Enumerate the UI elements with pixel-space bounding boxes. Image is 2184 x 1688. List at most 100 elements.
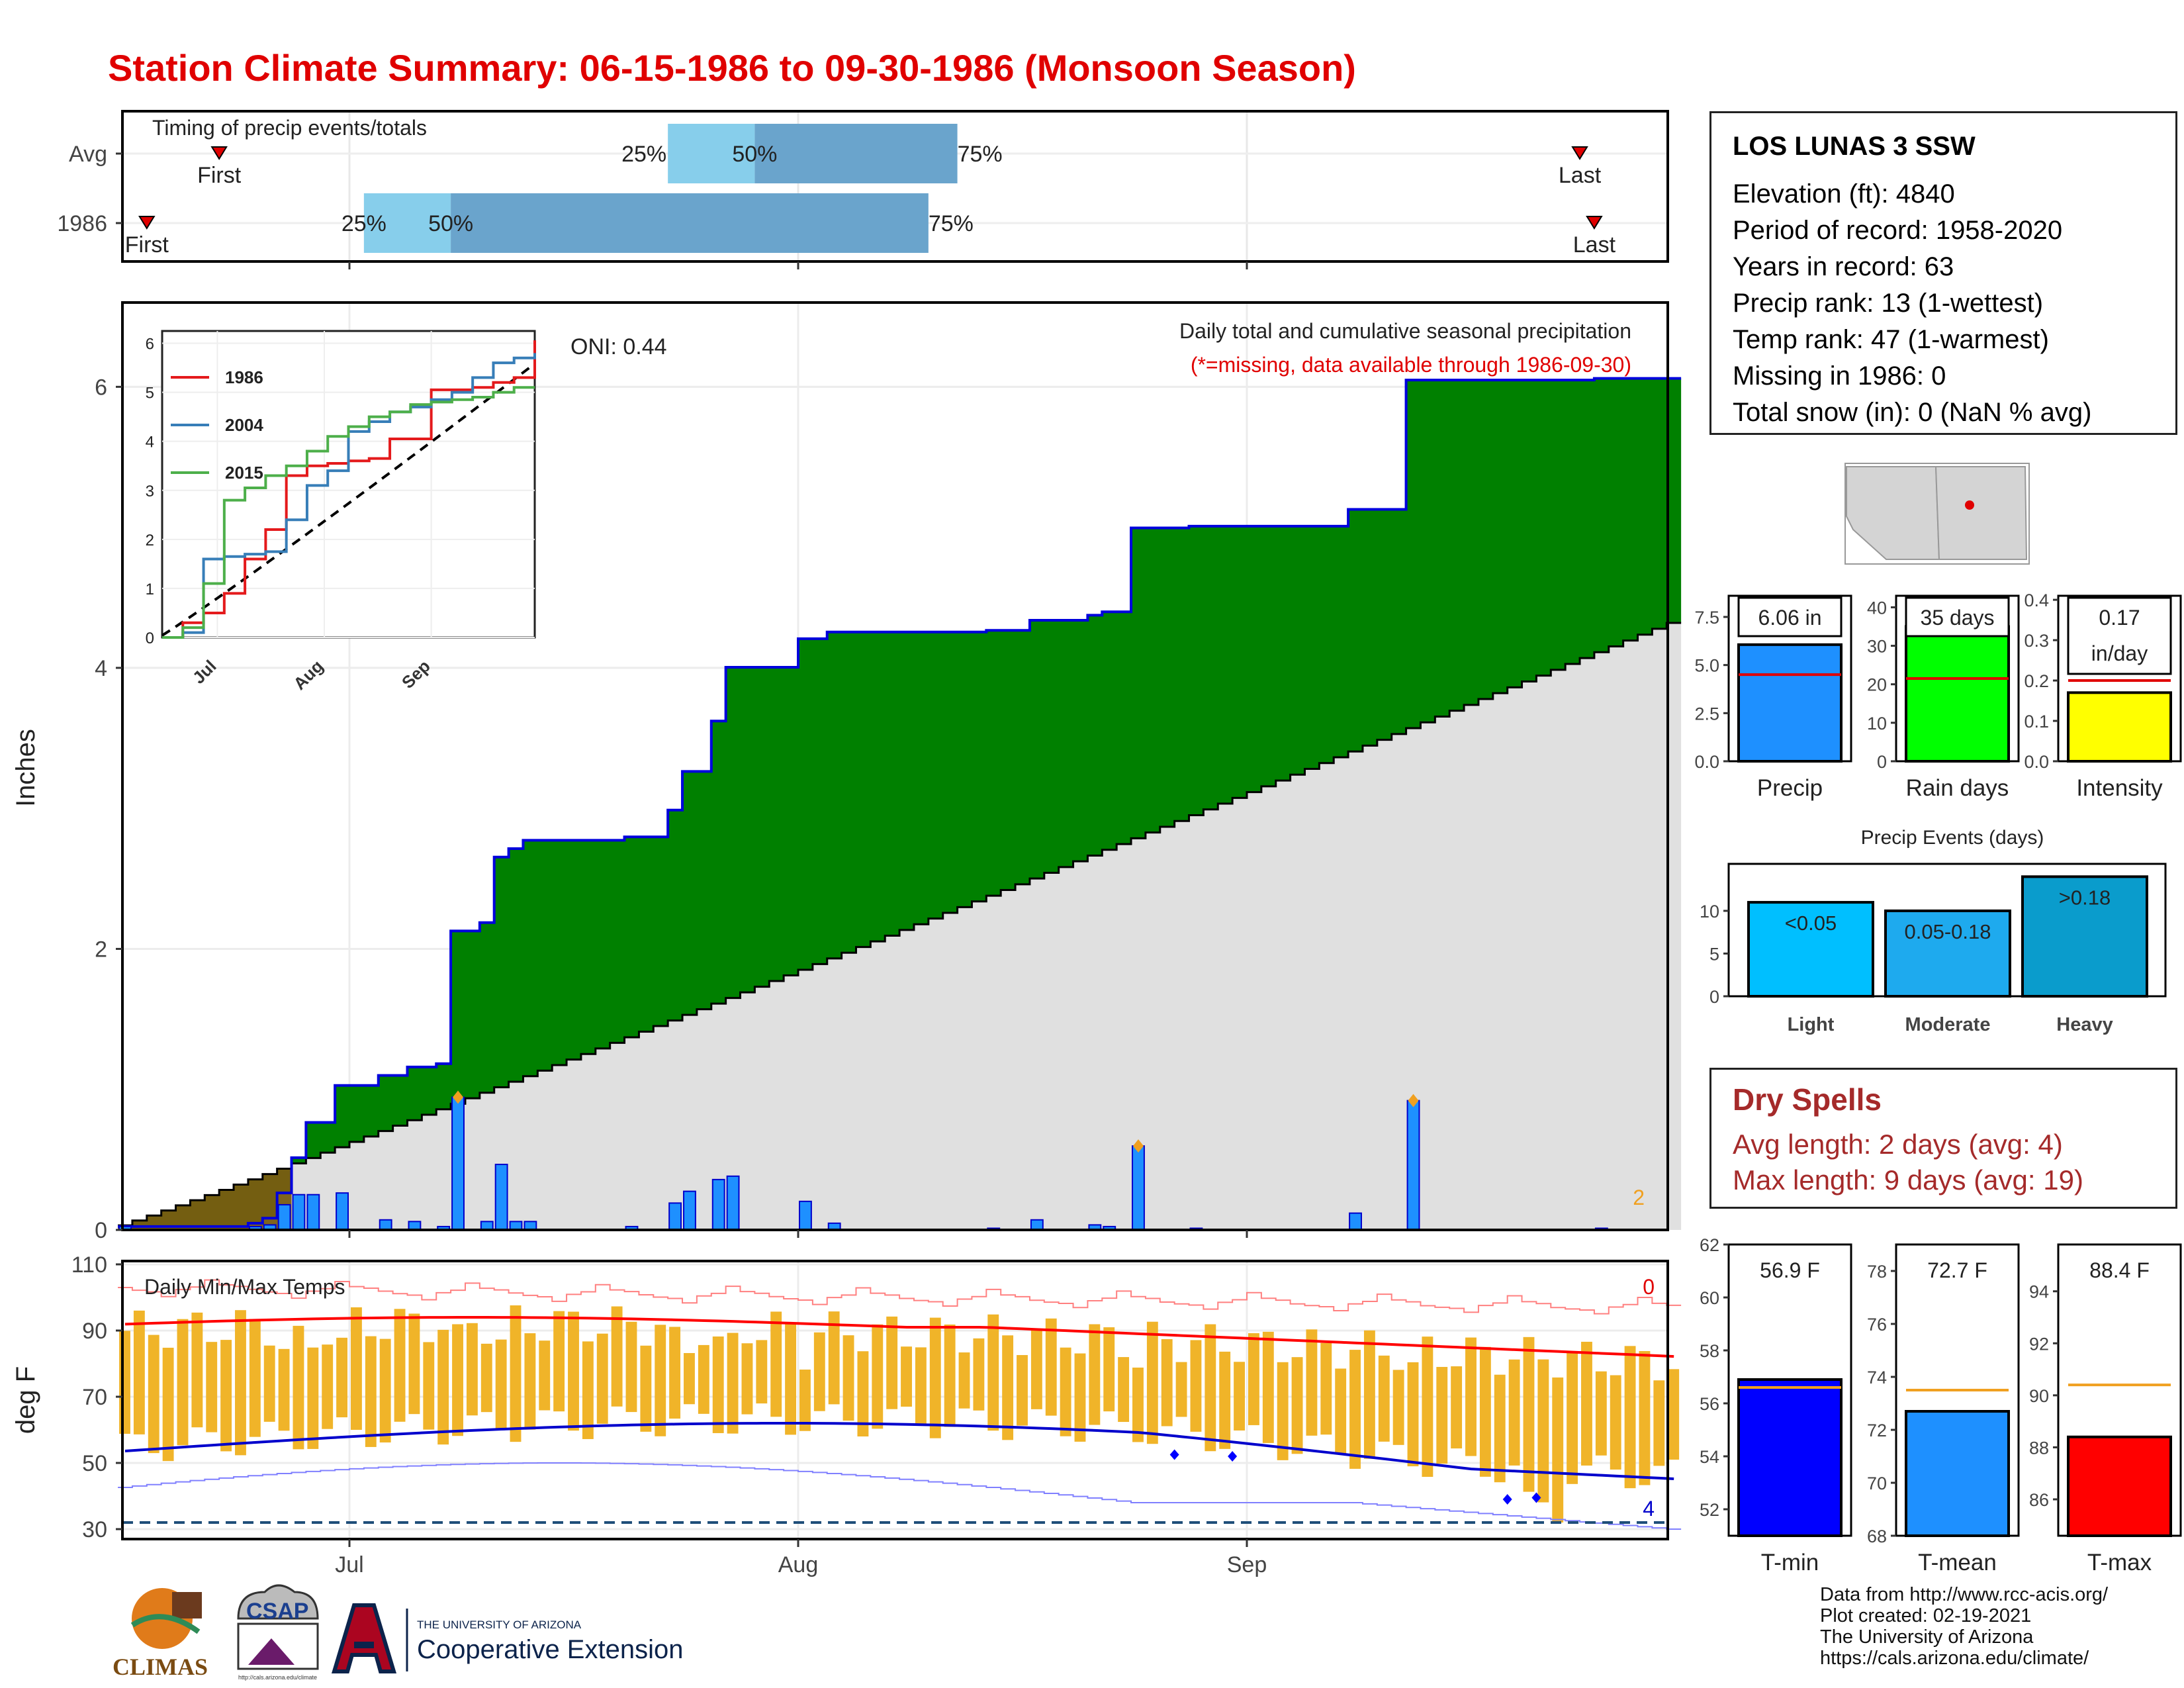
season-intensity-ytick-label-0.1: 0.1 (2024, 712, 2049, 731)
temps-ylabel: deg F (11, 1366, 40, 1434)
temps-xtick-label-Sep: Sep (1227, 1552, 1267, 1577)
temps-daily-bar (249, 1319, 261, 1437)
precip-daily-bar (306, 1194, 320, 1231)
credits: Data from http://www.rcc-acis.org/ Plot … (1820, 1584, 2108, 1669)
season-raindays-ytick-label-20: 20 (1867, 675, 1887, 695)
season-raindays-label-box (1905, 596, 2010, 637)
timing-label-last-1986: Last (1573, 232, 1616, 258)
season-intensity-ytick-label-0: 0.0 (2024, 752, 2049, 772)
temps-daily-bar (1002, 1335, 1014, 1440)
temps-daily-bar (133, 1310, 145, 1434)
events-ytick-label-0: 0 (1709, 987, 1719, 1007)
temps-daily-bar (1089, 1324, 1101, 1425)
temps-daily-bar (857, 1351, 869, 1437)
events-bar-label-light: <0.05 (1785, 912, 1837, 935)
tmax-bar (2067, 1435, 2172, 1538)
temps-daily-bar (1190, 1340, 1202, 1432)
temps-record-low-marker-2 (1502, 1494, 1512, 1505)
temps-daily-bar (1306, 1329, 1318, 1436)
temps-daily-bar (813, 1332, 825, 1411)
temps-daily-bar (1422, 1336, 1433, 1477)
season-raindays-bar (1905, 625, 2010, 763)
temps-daily-bar (684, 1353, 695, 1405)
temps-daily-bar (119, 1331, 130, 1434)
temps-panel-frame (121, 1260, 1669, 1540)
temps-daily-bar (1523, 1336, 1535, 1492)
temps-daily-bar (466, 1323, 478, 1416)
temps-daily-bar (191, 1312, 203, 1428)
temps-daily-bar (944, 1324, 956, 1427)
precip-avg-area (118, 622, 1682, 1230)
timing-marker-first-1986 (138, 216, 156, 230)
precip-daily-bar (799, 1200, 812, 1231)
timing-title: Timing of precip events/totals (152, 116, 427, 140)
temps-daily-bar (1567, 1352, 1578, 1484)
season-precip-ytick-label-0: 0.0 (1694, 752, 1719, 772)
temps-daily-bar (206, 1342, 218, 1432)
precip-missing-count: 2 (1633, 1186, 1645, 1209)
temps-daily-bar (220, 1340, 232, 1452)
precip-daily-bar (668, 1202, 682, 1231)
precip-daily-bar (277, 1203, 291, 1231)
inset-legend-label-2015: 2015 (225, 463, 263, 483)
temps-daily-bar (698, 1344, 709, 1414)
temps-daily-bar (1262, 1331, 1274, 1443)
temps-daily-bar (987, 1314, 999, 1431)
temps-daily-bar (1132, 1367, 1144, 1442)
climas-text: CLIMAS (113, 1654, 208, 1680)
station-precip-rank: Precip rank: 13 (1-wettest) (1733, 289, 2044, 318)
season-intensity-ytick-label-0.4: 0.4 (2024, 590, 2049, 610)
temps-avg-high-line (124, 1315, 1674, 1358)
precip-daily-bar (1406, 1100, 1420, 1231)
temps-daily-bar (365, 1336, 377, 1447)
timing-panel-frame (121, 110, 1669, 263)
events-ytick-label-10: 10 (1700, 902, 1719, 921)
temps-daily-bar (336, 1337, 347, 1418)
precip-above-avg-area (118, 378, 1682, 1227)
inset-ytick-label-0: 0 (146, 630, 154, 647)
temps-daily-bar (1205, 1324, 1216, 1452)
season-raindays-ytick-label-10: 10 (1867, 714, 1887, 733)
tmean-value-label: 72.7 F (1927, 1258, 1987, 1282)
credit-url: https://cals.arizona.edu/climate/ (1820, 1648, 2089, 1669)
temps-daily-bar (1407, 1362, 1419, 1467)
map-new-mexico (1934, 466, 2028, 560)
precip-max-marker (1408, 1094, 1419, 1107)
tmax-value-label: 88.4 F (2089, 1258, 2150, 1282)
inset-series-2015 (162, 386, 535, 639)
precip-max-marker (1132, 1139, 1144, 1153)
temps-daily-bar (1277, 1362, 1289, 1460)
temps-record-low-line (118, 1462, 1682, 1530)
precip-daily-bar (336, 1192, 349, 1231)
season-intensity-ytick-label-0.3: 0.3 (2024, 631, 2049, 651)
temps-daily-bar (1219, 1351, 1231, 1449)
precip-max-marker (453, 1090, 464, 1104)
tmax-ytick-label-88: 88 (2029, 1438, 2049, 1458)
timing-label-25-Avg: 25% (621, 142, 666, 167)
precip-avg-line (118, 622, 1682, 1227)
tmean-ytick-label-74: 74 (1867, 1368, 1887, 1387)
events-bar-heavy (2021, 875, 2148, 998)
temps-daily-bar (148, 1335, 159, 1454)
station-missing: Missing in 1986: 0 (1733, 361, 1946, 391)
temps-ytick-label-90: 90 (82, 1319, 107, 1344)
temps-daily-bar (394, 1309, 406, 1422)
temps-daily-bar (162, 1347, 174, 1462)
precip-daily-bar (1349, 1212, 1362, 1231)
temps-daily-bar (655, 1325, 666, 1436)
tmax-ytick-label-92: 92 (2029, 1334, 2049, 1354)
season-precip-ytick-label-7.5: 7.5 (1694, 608, 1719, 628)
temps-daily-bar (307, 1347, 319, 1449)
inset-avg-line (161, 365, 532, 637)
precip-daily-bar (292, 1194, 306, 1231)
tmin-ytick-label-52: 52 (1700, 1500, 1719, 1520)
temps-daily-bar (1552, 1377, 1564, 1523)
temps-title: Daily Min/Max Temps (144, 1275, 345, 1299)
tmin-ytick-label-62: 62 (1700, 1235, 1719, 1255)
temps-daily-bar (915, 1347, 927, 1426)
temps-daily-bar (1335, 1368, 1347, 1455)
temps-daily-bar (379, 1338, 391, 1443)
temps-daily-bar (1045, 1318, 1057, 1416)
